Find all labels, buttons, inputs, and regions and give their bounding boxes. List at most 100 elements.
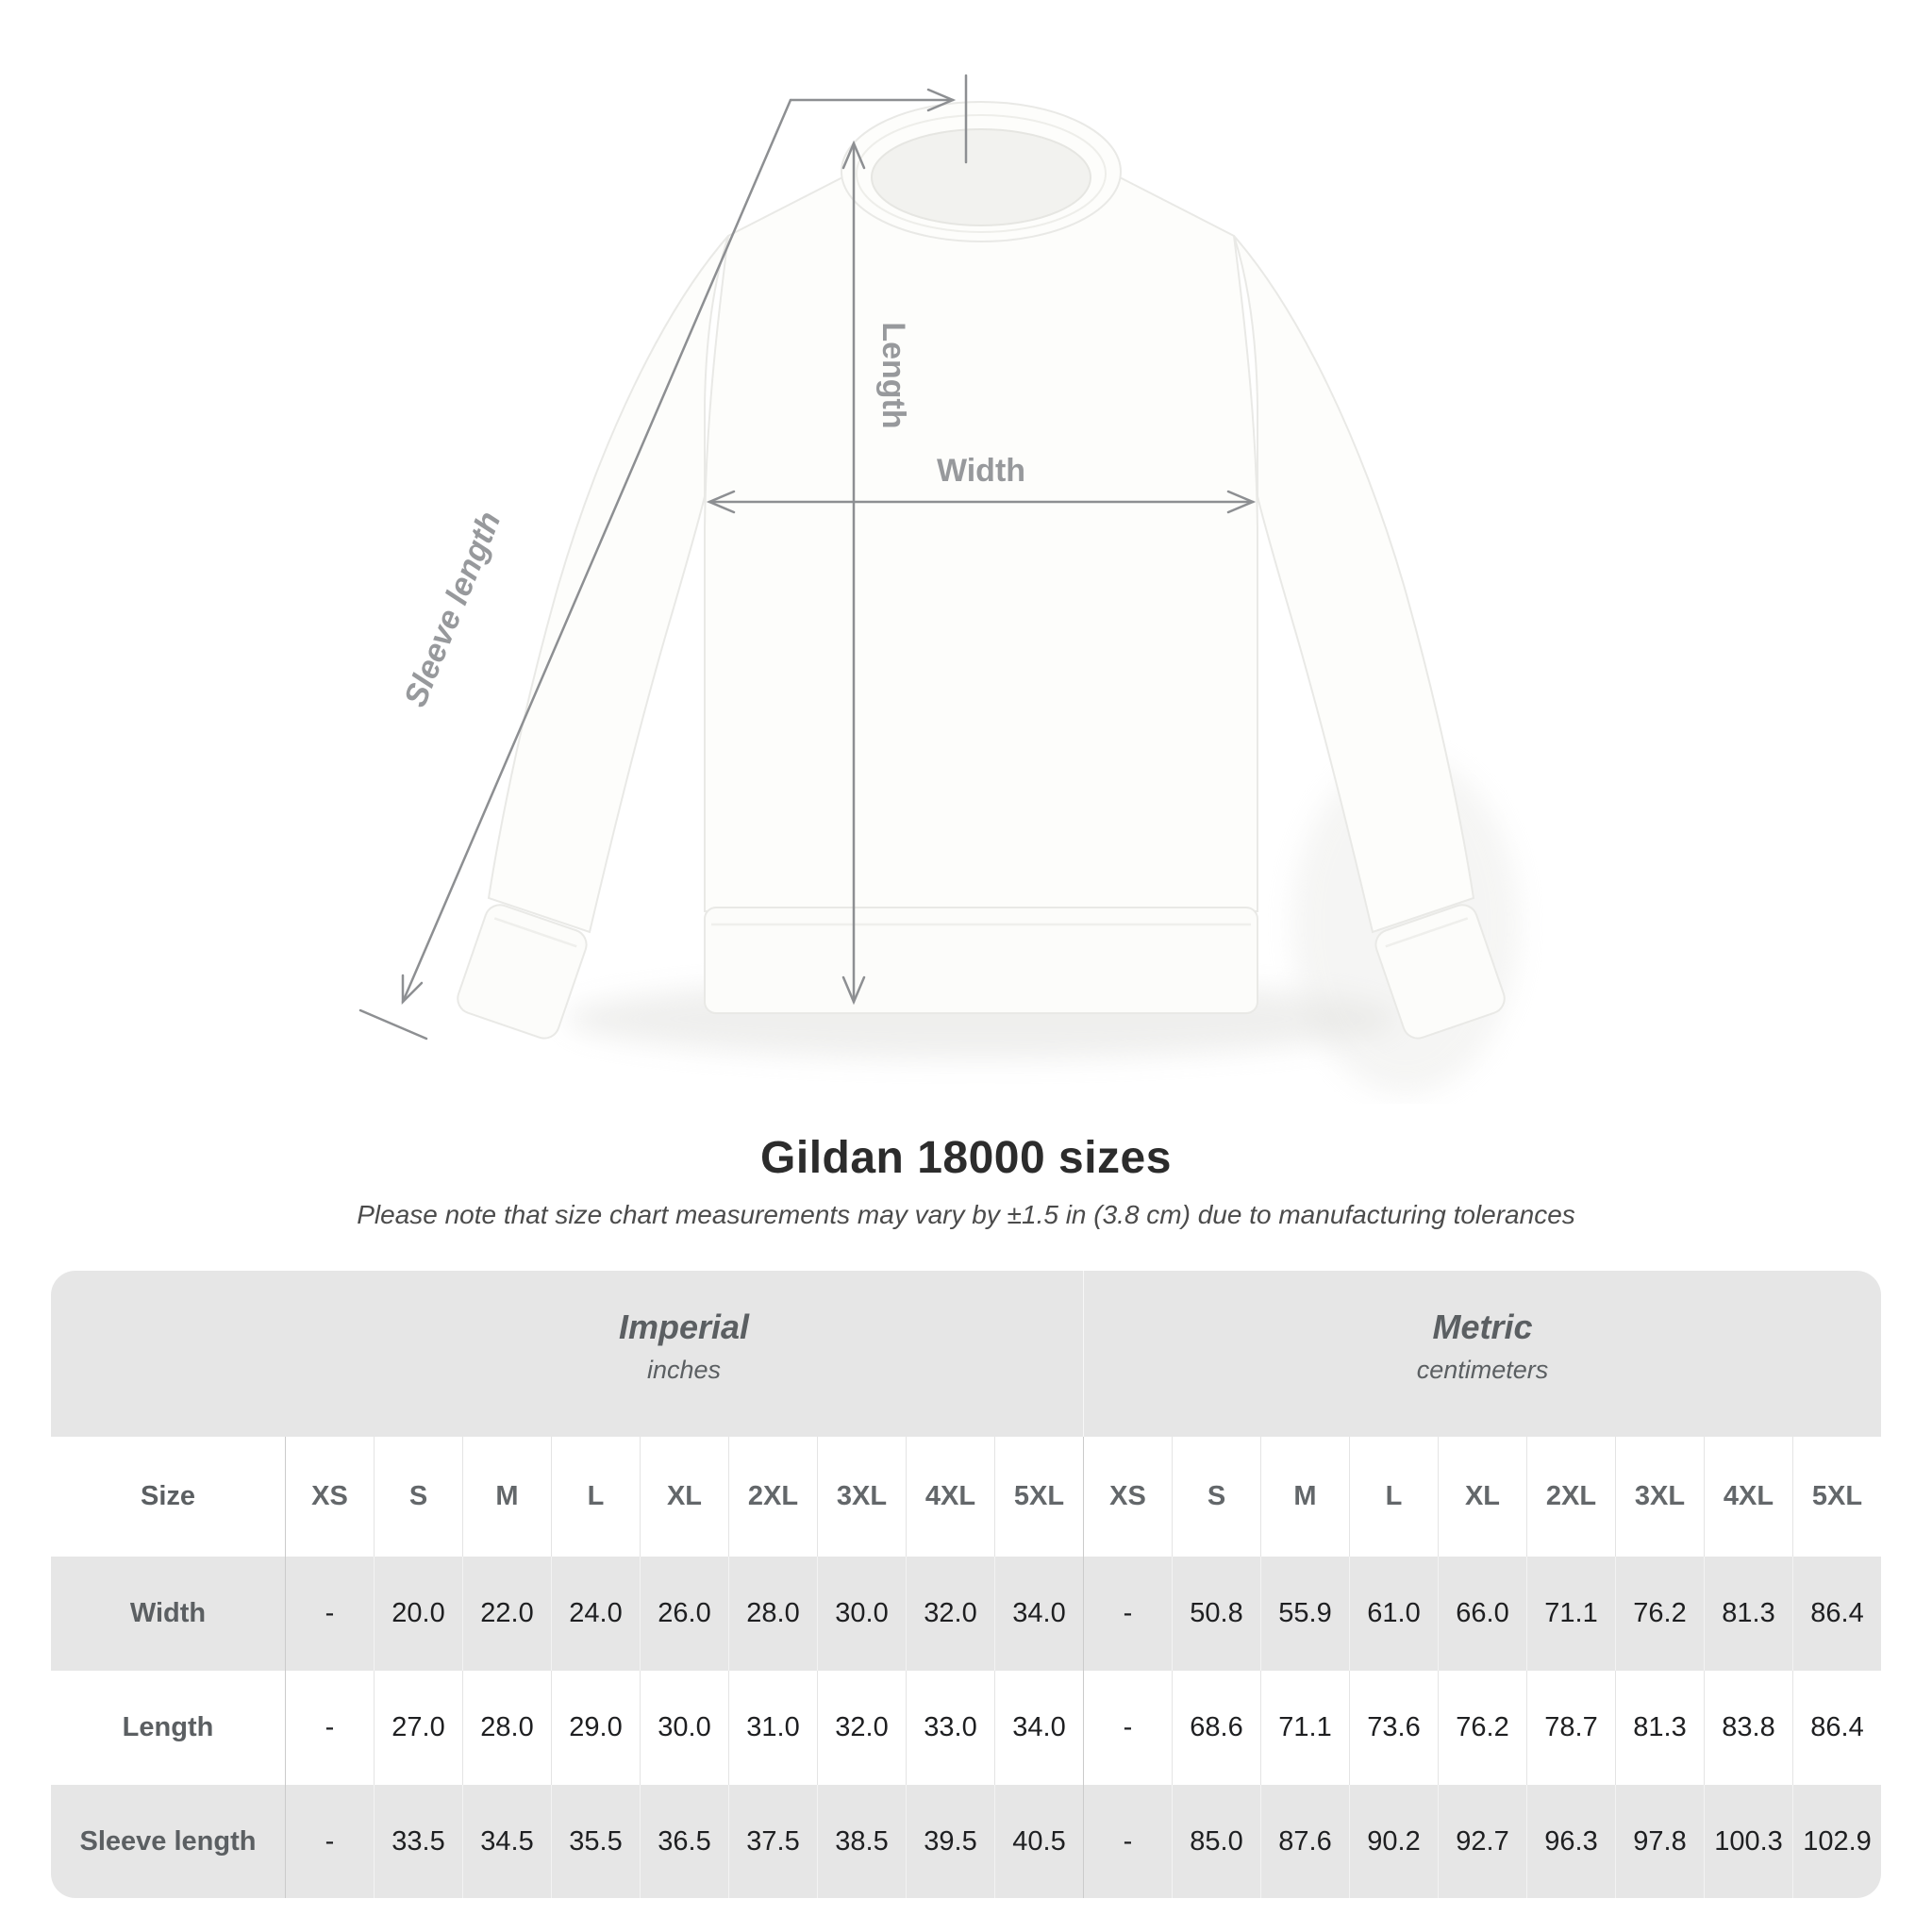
value-cell: - bbox=[1083, 1785, 1172, 1898]
value-cell: 92.7 bbox=[1438, 1785, 1526, 1898]
value-cell: 36.5 bbox=[640, 1785, 728, 1898]
value-cell: - bbox=[1083, 1671, 1172, 1785]
value-cell: 90.2 bbox=[1349, 1785, 1438, 1898]
metric-unit: centimeters bbox=[1416, 1356, 1549, 1384]
value-cell: 30.0 bbox=[640, 1671, 728, 1785]
size-header-label: Size bbox=[140, 1481, 196, 1511]
value-cell: 86.4 bbox=[1792, 1671, 1881, 1785]
imperial-unit: inches bbox=[646, 1356, 722, 1384]
size-col-header: L bbox=[551, 1437, 640, 1557]
size-col-header: S bbox=[374, 1437, 462, 1557]
value-cell: - bbox=[285, 1785, 374, 1898]
unit-group-row: Imperial inches Metric centimeters bbox=[51, 1271, 1881, 1437]
sleeve-length-label: Sleeve length bbox=[397, 507, 508, 711]
size-col-header: 5XL bbox=[994, 1437, 1083, 1557]
sweatshirt-diagram: Width Length Sleeve length bbox=[358, 74, 1519, 1094]
imperial-group-header: Imperial inches bbox=[285, 1271, 1083, 1437]
value-cell: 33.5 bbox=[374, 1785, 462, 1898]
value-cell: 28.0 bbox=[462, 1671, 551, 1785]
value-cell: 71.1 bbox=[1526, 1557, 1615, 1671]
value-cell: 85.0 bbox=[1172, 1785, 1260, 1898]
size-col-header: M bbox=[1260, 1437, 1349, 1557]
value-cell: 26.0 bbox=[640, 1557, 728, 1671]
collar-opening bbox=[871, 128, 1091, 226]
size-table: Imperial inches Metric centimeters Size … bbox=[51, 1271, 1881, 1898]
value-cell: 29.0 bbox=[551, 1671, 640, 1785]
width-row: Width -20.0 22.0 24.0 26.0 28.0 30.0 32.0 34.0-… bbox=[51, 1557, 1881, 1671]
metric-group-header: Metric centimeters bbox=[1083, 1271, 1881, 1437]
value-cell: 76.2 bbox=[1615, 1557, 1704, 1671]
value-cell: 38.5 bbox=[817, 1785, 906, 1898]
left-sleeve bbox=[457, 235, 729, 1040]
row-label-sleeve-length: Sleeve length bbox=[79, 1825, 257, 1857]
value-cell: 37.5 bbox=[728, 1785, 817, 1898]
group-row-spacer bbox=[51, 1271, 285, 1437]
value-cell: 34.0 bbox=[994, 1557, 1083, 1671]
value-cell: 39.5 bbox=[906, 1785, 994, 1898]
hem-band bbox=[704, 907, 1258, 1014]
value-cell: 68.6 bbox=[1172, 1671, 1260, 1785]
size-col-header: XL bbox=[640, 1437, 728, 1557]
length-label: Length bbox=[875, 322, 911, 428]
size-col-header: S bbox=[1172, 1437, 1260, 1557]
value-cell: 81.3 bbox=[1615, 1671, 1704, 1785]
value-cell: 31.0 bbox=[728, 1671, 817, 1785]
size-col-header: 5XL bbox=[1792, 1437, 1881, 1557]
page-title: Gildan 18000 sizes bbox=[760, 1133, 1172, 1183]
value-cell: 87.6 bbox=[1260, 1785, 1349, 1898]
imperial-label: Imperial bbox=[618, 1307, 750, 1346]
value-cell: 73.6 bbox=[1349, 1671, 1438, 1785]
value-cell: 34.0 bbox=[994, 1671, 1083, 1785]
value-cell: 66.0 bbox=[1438, 1557, 1526, 1671]
value-cell: 81.3 bbox=[1704, 1557, 1792, 1671]
size-col-header: L bbox=[1349, 1437, 1438, 1557]
tolerance-note: Please note that size chart measurements… bbox=[357, 1200, 1575, 1229]
size-col-header: 3XL bbox=[817, 1437, 906, 1557]
value-cell: 100.3 bbox=[1704, 1785, 1792, 1898]
value-cell: 22.0 bbox=[462, 1557, 551, 1671]
measurement-figure: Width Length Sleeve length bbox=[358, 74, 1519, 1094]
value-cell: 33.0 bbox=[906, 1671, 994, 1785]
length-arrow bbox=[841, 140, 866, 1006]
value-cell: - bbox=[285, 1671, 374, 1785]
value-cell: 102.9 bbox=[1792, 1785, 1881, 1898]
value-cell: 32.0 bbox=[906, 1557, 994, 1671]
size-col-header: 3XL bbox=[1615, 1437, 1704, 1557]
value-cell: 97.8 bbox=[1615, 1785, 1704, 1898]
size-col-header: XS bbox=[1083, 1437, 1172, 1557]
size-col-header: 2XL bbox=[1526, 1437, 1615, 1557]
value-cell: 76.2 bbox=[1438, 1671, 1526, 1785]
value-cell: 86.4 bbox=[1792, 1557, 1881, 1671]
sleeve-length-row: Sleeve length -33.5 34.5 35.5 36.5 37.5 38.5 3… bbox=[51, 1785, 1881, 1898]
size-header-row: Size XS S M L XL 2XL 3XL 4XL 5XL XS S M L XL 2XL 3XL 4XL… bbox=[51, 1437, 1881, 1557]
value-cell: 71.1 bbox=[1260, 1671, 1349, 1785]
value-cell: 50.8 bbox=[1172, 1557, 1260, 1671]
size-col-header: 4XL bbox=[1704, 1437, 1792, 1557]
value-cell: 30.0 bbox=[817, 1557, 906, 1671]
value-cell: 28.0 bbox=[728, 1557, 817, 1671]
sleeve-length-arrow bbox=[358, 74, 968, 1041]
value-cell: 55.9 bbox=[1260, 1557, 1349, 1671]
value-cell: 34.5 bbox=[462, 1785, 551, 1898]
size-col-header: 4XL bbox=[906, 1437, 994, 1557]
value-cell: - bbox=[1083, 1557, 1172, 1671]
size-col-header: XL bbox=[1438, 1437, 1526, 1557]
torso bbox=[704, 138, 1258, 912]
right-sleeve bbox=[1232, 234, 1510, 1044]
row-label-length: Length bbox=[122, 1712, 214, 1742]
row-label-width: Width bbox=[129, 1598, 207, 1628]
collar-rib-seam bbox=[856, 114, 1107, 233]
value-cell: 61.0 bbox=[1349, 1557, 1438, 1671]
value-cell: 96.3 bbox=[1526, 1785, 1615, 1898]
value-cell: 40.5 bbox=[994, 1785, 1083, 1898]
value-cell: 24.0 bbox=[551, 1557, 640, 1671]
value-cell: 20.0 bbox=[374, 1557, 462, 1671]
width-label: Width bbox=[937, 453, 1025, 489]
value-cell: 83.8 bbox=[1704, 1671, 1792, 1785]
sweatshirt bbox=[457, 101, 1510, 1044]
value-cell: 78.7 bbox=[1526, 1671, 1615, 1785]
size-col-header: M bbox=[462, 1437, 551, 1557]
size-col-header: XS bbox=[285, 1437, 374, 1557]
value-cell: - bbox=[285, 1557, 374, 1671]
metric-label: Metric bbox=[1432, 1307, 1533, 1346]
